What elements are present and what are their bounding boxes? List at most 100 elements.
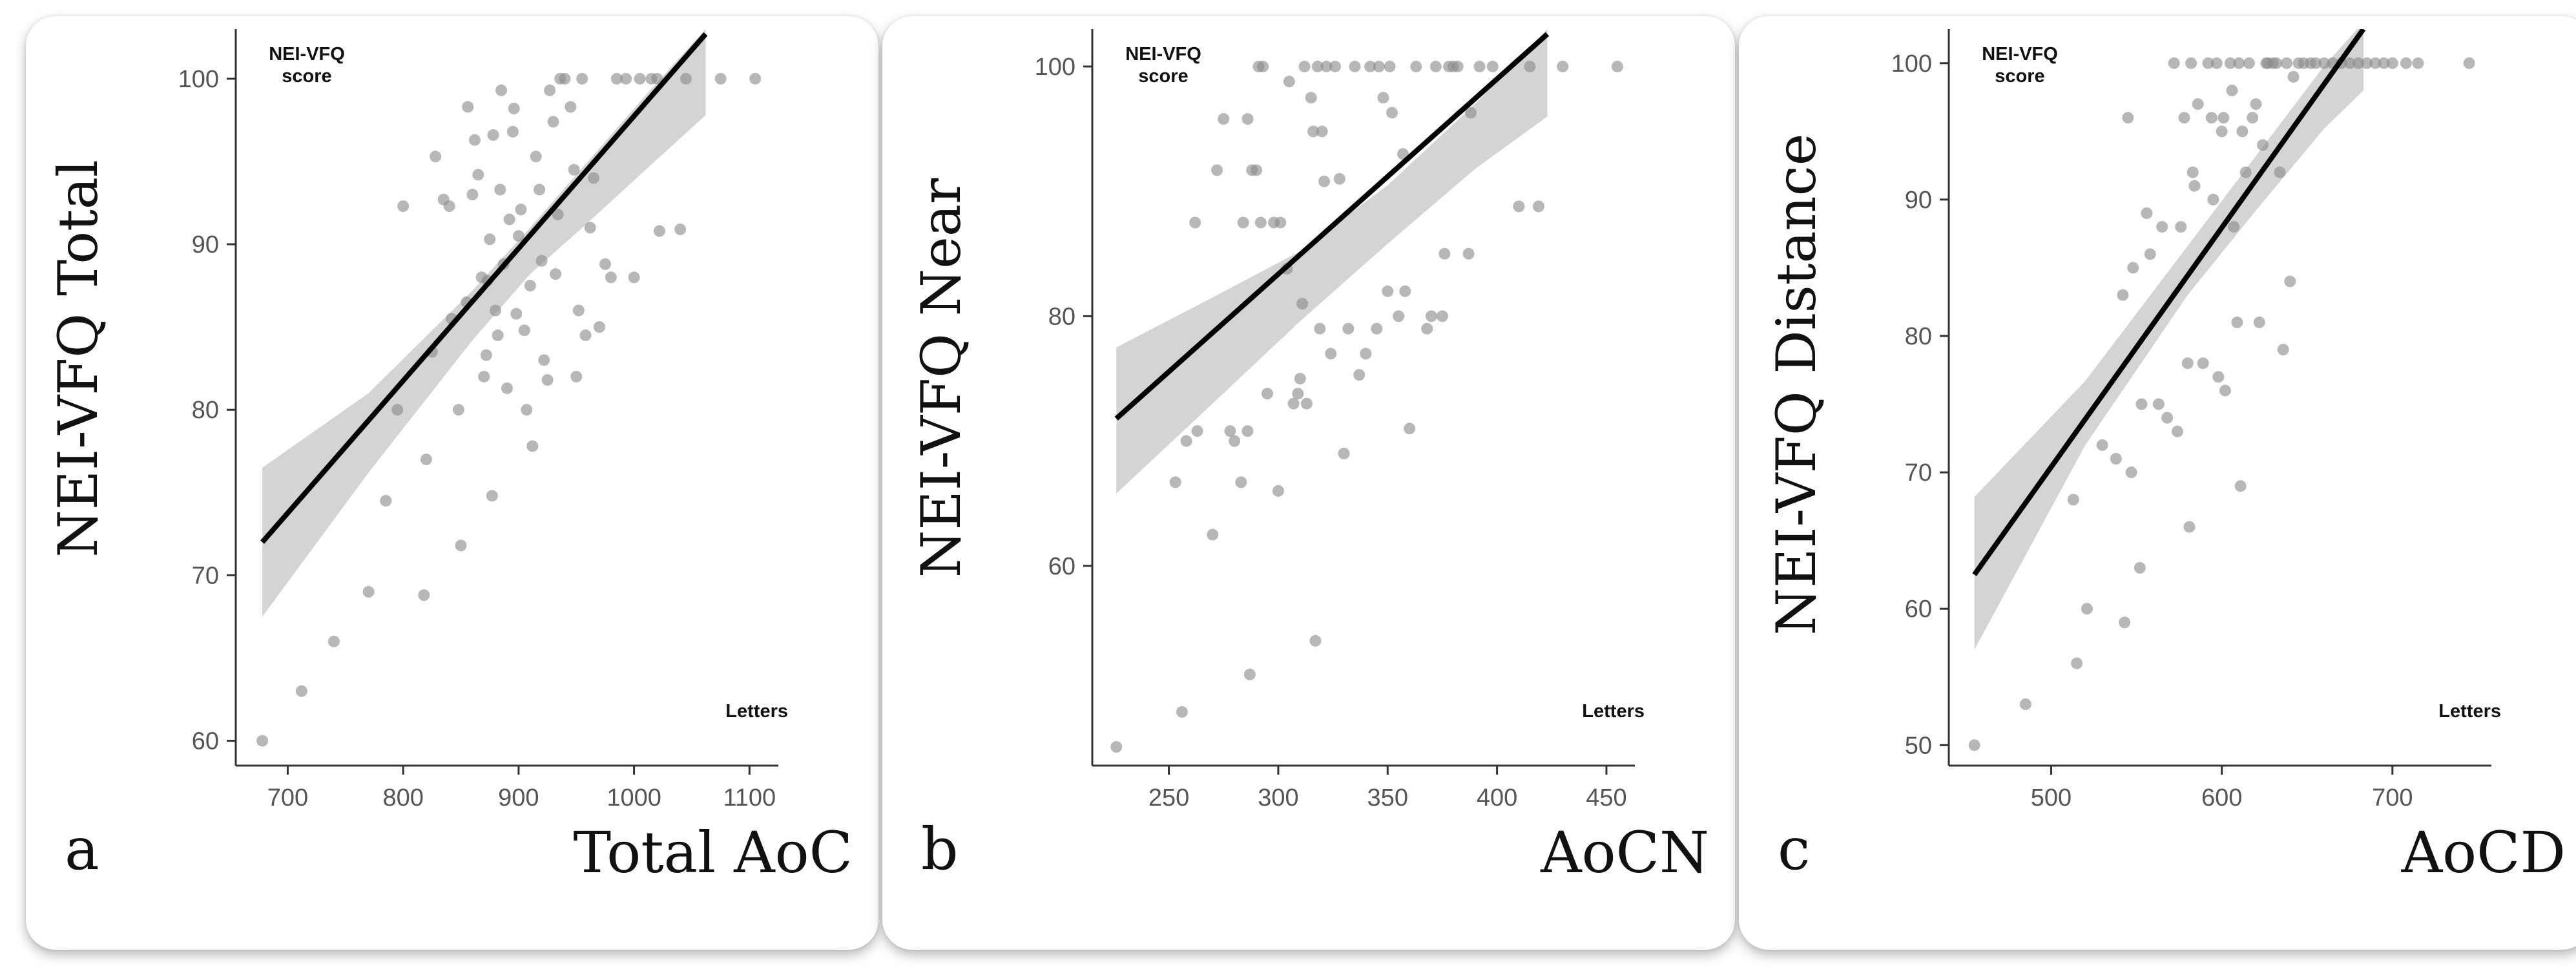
scatter-point [1176, 706, 1188, 718]
scatter-point [391, 404, 404, 416]
y-unit-note: NEI-VFQ [269, 44, 345, 65]
x-unit-note: Letters [2438, 701, 2501, 722]
scatter-point [518, 324, 530, 337]
plot-b: 60 80 100 250 300 350 400 450 NEI-VFQ Near NEI-VF… [909, 29, 1709, 886]
scatter-point [1274, 216, 1287, 229]
panel-label: b [921, 815, 959, 883]
scatter-point [1229, 435, 1241, 447]
scatter-point [295, 685, 307, 697]
scatter-point [1257, 60, 1269, 72]
scatter-point [1349, 60, 1361, 72]
scatter-point [1316, 125, 1328, 138]
scatter-point [1513, 200, 1525, 213]
scatter-point [605, 271, 617, 284]
y-tick-label: 80 [1905, 323, 1932, 350]
scatter-point [2183, 521, 2196, 533]
y-tick-label: 60 [1048, 553, 1075, 580]
confidence-band [262, 29, 706, 617]
y-unit-note: NEI-VFQ [1982, 44, 2058, 65]
scatter-point [1404, 423, 1416, 435]
scatter-point [1329, 60, 1341, 72]
scatter-point [2134, 561, 2146, 574]
scatter-point [1473, 60, 1486, 72]
scatter-point [1426, 310, 1437, 322]
scatter-point [572, 304, 585, 317]
scatter-point [1399, 285, 1411, 297]
y-axis-title: NEI-VFQ Total [47, 160, 110, 558]
scatter-point [2135, 398, 2148, 410]
scatter-point [2019, 698, 2031, 710]
scatter-point [2224, 57, 2236, 69]
scatter-point [714, 72, 727, 85]
y-tick-label: 70 [192, 562, 219, 589]
panel-c: 50 60 70 80 90 100 500 600 700 NEI-VFQ Distance NE… [1739, 16, 2576, 950]
scatter-point [1296, 298, 1309, 310]
scatter-point [1371, 322, 1383, 335]
scatter-point [2186, 166, 2199, 178]
scatter-point [2119, 616, 2131, 629]
regression-line [1972, 29, 2366, 576]
scatter-point [1218, 113, 1230, 125]
scatter-point [2309, 57, 2322, 69]
scatter-point [2081, 603, 2093, 615]
scatter-point [2205, 112, 2218, 124]
y-tick-label: 90 [192, 231, 219, 258]
scatter-point [1191, 425, 1203, 437]
scatter-point [524, 280, 536, 292]
y-axis-title: NEI-VFQ Distance [1765, 134, 1828, 636]
scatter-point [1611, 60, 1623, 72]
scatter-point [568, 163, 580, 176]
regression-line [260, 32, 708, 544]
scatter-point [538, 354, 550, 366]
scatter-point [530, 151, 542, 163]
x-tick-label: 400 [1477, 784, 1517, 811]
scatter-point [2141, 207, 2153, 219]
scatter-point [674, 223, 687, 235]
y-tick-label: 60 [1905, 596, 1932, 623]
x-tick-label: 900 [498, 784, 539, 811]
scatter-point [2250, 98, 2262, 110]
scatter-point [565, 101, 577, 113]
scatter-point [2412, 57, 2424, 69]
scatter-point [362, 586, 375, 598]
scatter-point [468, 134, 481, 146]
y-tick-label: 100 [1035, 54, 1075, 81]
scatter-point [1224, 425, 1236, 437]
scatter-point [1169, 476, 1181, 488]
scatter-point [2226, 85, 2238, 96]
scatter-point [552, 208, 564, 220]
scatter-point [487, 129, 499, 141]
plot-a: 60 70 80 90 100 700 800 900 1000 1100 NEI-VFQ Tota… [47, 29, 853, 886]
scatter-point [2400, 57, 2412, 69]
x-unit-note: Letters [725, 701, 788, 722]
scatter-point [1307, 125, 1320, 138]
y-axis-title: NEI-VFQ Near [909, 178, 973, 578]
scatter-point [2096, 439, 2108, 451]
scatter-point [506, 125, 519, 138]
scatter-point [1261, 388, 1273, 400]
x-tick-label: 800 [382, 784, 423, 811]
scatter-point [503, 213, 515, 225]
scatter-point [2361, 57, 2373, 69]
panel-label: c [1778, 815, 1810, 883]
scatter-point [1110, 741, 1123, 753]
regression-line [1114, 32, 1550, 421]
scatter-point [2156, 221, 2168, 233]
x-axis-title: AoCN [1540, 819, 1709, 886]
scatter-point [1382, 285, 1394, 297]
scatter-point [472, 169, 484, 181]
scatter-point [2270, 57, 2283, 69]
scatter-point [628, 271, 640, 284]
scatter-point [559, 72, 571, 85]
scatter-point [2168, 57, 2180, 69]
scatter-point [1189, 216, 1201, 229]
scatter-point [501, 382, 513, 394]
scatter-point [2071, 657, 2083, 669]
scatter-point [2257, 139, 2269, 151]
scatter-point [2127, 262, 2139, 274]
scatter-point [1314, 322, 1326, 335]
scatter-point [452, 404, 464, 416]
scatter-point [544, 84, 556, 96]
x-axis-title: AoCD [2401, 819, 2566, 886]
scatter-point [541, 374, 554, 386]
